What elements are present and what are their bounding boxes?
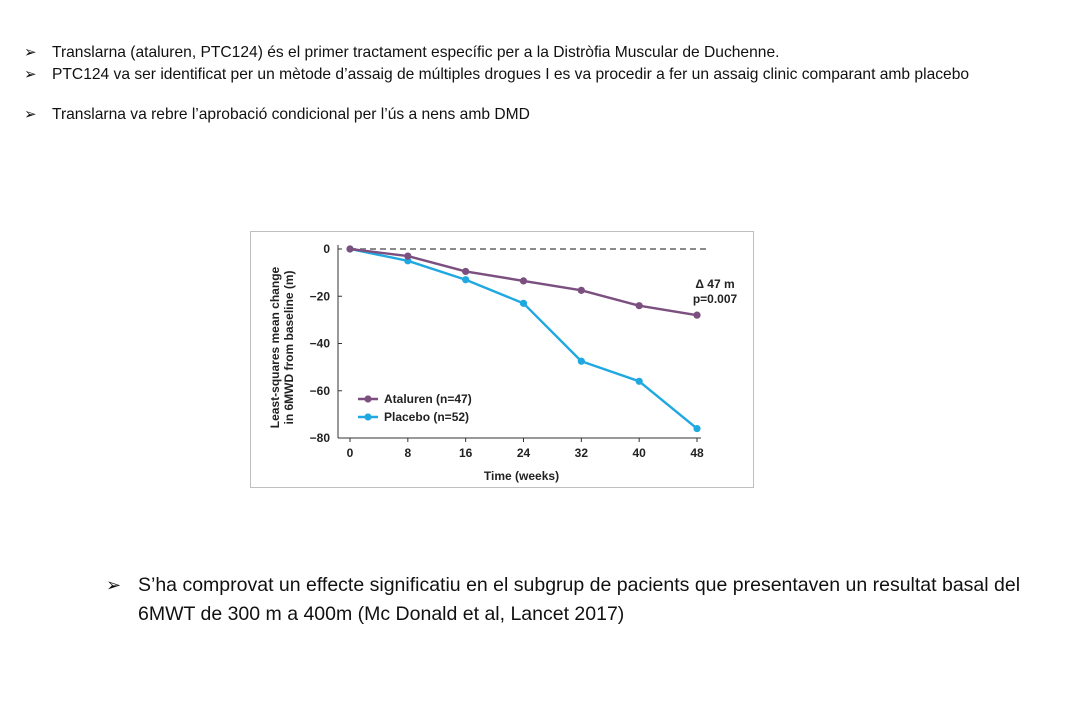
data-point-ataluren xyxy=(577,286,585,294)
arrow-bullet-icon: ➢ xyxy=(24,106,37,123)
legend-label: Placebo (n=52) xyxy=(384,410,469,424)
y-tick-label: −60 xyxy=(310,384,331,398)
bullet-item-1: ➢ Translarna (ataluren, PTC124) és el pr… xyxy=(24,42,1066,64)
x-tick-label: 16 xyxy=(459,446,473,460)
bullet-item-3: ➢ Translarna va rebre l’aprobació condic… xyxy=(24,104,1066,126)
chart-container: Least-squares mean change in 6MWD from b… xyxy=(250,231,754,488)
data-point-placebo xyxy=(519,299,528,307)
legend-swatch-marker xyxy=(364,395,372,403)
y-tick-label: 0 xyxy=(323,242,330,256)
bottom-bullet-list: ➢ S’ha comprovat un effecte significatiu… xyxy=(106,571,1026,629)
x-tick-label: 24 xyxy=(517,446,531,460)
y-axis-label: Least-squares mean change in 6MWD from b… xyxy=(268,266,296,428)
data-point-ataluren xyxy=(635,302,643,310)
y-tick-label: −40 xyxy=(310,337,331,351)
data-point-ataluren xyxy=(462,267,470,276)
y-tick-label: −80 xyxy=(310,431,331,445)
chart-legend: Ataluren (n=47) Placebo (n=52) xyxy=(358,392,472,424)
bullet-text-4: S’ha comprovat un effecte significatiu e… xyxy=(138,574,1021,625)
top-bullet-list: ➢ Translarna (ataluren, PTC124) és el pr… xyxy=(24,42,1066,126)
x-axis-ticks: 0 8 16 24 32 40 48 xyxy=(347,438,704,460)
x-tick-label: 8 xyxy=(404,446,411,460)
bullet-text-3: Translarna va rebre l’aprobació condicio… xyxy=(52,106,530,123)
legend-label: Ataluren (n=47) xyxy=(384,392,472,406)
data-point-placebo xyxy=(462,276,470,284)
y-axis-label-line-2: in 6MWD from baseline (m) xyxy=(282,270,296,424)
data-point-placebo xyxy=(577,357,585,365)
data-point-placebo xyxy=(693,424,701,433)
data-point-ataluren xyxy=(404,252,412,260)
data-point-ataluren xyxy=(693,311,701,319)
x-axis-label: Time (weeks) xyxy=(484,469,559,483)
bullet-item-2: ➢ PTC124 va ser identificat per un mètod… xyxy=(24,64,1066,86)
line-chart: Least-squares mean change in 6MWD from b… xyxy=(268,242,738,483)
data-point-ataluren xyxy=(346,245,354,253)
y-axis-ticks: 0 −20 −40 −60 −80 xyxy=(310,242,342,445)
arrow-bullet-icon: ➢ xyxy=(106,575,122,595)
x-tick-label: 48 xyxy=(690,446,704,460)
annotation-delta: Δ 47 m xyxy=(695,277,734,291)
bullet-text-1: Translarna (ataluren, PTC124) és el prim… xyxy=(52,44,780,61)
bullet-text-2: PTC124 va ser identificat per un mètode … xyxy=(52,66,970,83)
annotation-p-value: p=0.007 xyxy=(693,292,738,306)
legend-swatch-marker xyxy=(364,413,372,421)
arrow-bullet-icon: ➢ xyxy=(24,44,37,61)
x-tick-label: 32 xyxy=(575,446,589,460)
arrow-bullet-icon: ➢ xyxy=(24,66,37,83)
x-tick-label: 0 xyxy=(347,446,354,460)
data-point-placebo xyxy=(635,377,643,385)
bullet-item-4: ➢ S’ha comprovat un effecte significatiu… xyxy=(106,571,1026,629)
y-tick-label: −20 xyxy=(310,289,331,303)
data-point-ataluren xyxy=(519,277,528,285)
y-axis-label-line-1: Least-squares mean change xyxy=(268,266,282,428)
x-tick-label: 40 xyxy=(632,446,646,460)
series-group xyxy=(346,245,701,433)
chart-annotation: Δ 47 m p=0.007 xyxy=(693,277,738,306)
